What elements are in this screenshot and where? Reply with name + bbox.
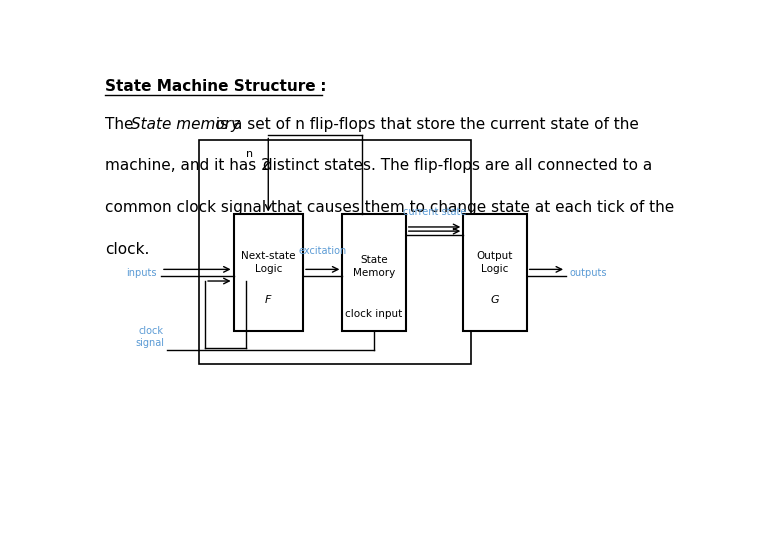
Text: :: :	[314, 79, 326, 94]
Text: n: n	[246, 149, 253, 159]
Text: State memory: State memory	[131, 117, 239, 132]
Text: Output: Output	[477, 251, 513, 261]
Text: F: F	[265, 295, 271, 305]
Text: clock.: clock.	[105, 241, 150, 256]
Bar	[463, 214, 526, 331]
Text: machine, and it has 2: machine, and it has 2	[105, 158, 271, 173]
Bar	[342, 214, 406, 331]
Text: is a set of n flip-flops that store the current state of the: is a set of n flip-flops that store the …	[211, 117, 638, 132]
Text: Logic: Logic	[481, 264, 509, 274]
Text: clock input: clock input	[346, 309, 402, 319]
Text: common clock signal that causes them to change state at each tick of the: common clock signal that causes them to …	[105, 200, 675, 215]
Text: Logic: Logic	[254, 264, 282, 274]
Bar	[233, 214, 303, 331]
Text: clock
signal: clock signal	[135, 326, 164, 348]
Text: distinct states. The flip-flops are all connected to a: distinct states. The flip-flops are all …	[257, 158, 652, 173]
Text: inputs: inputs	[126, 268, 156, 278]
Text: The: The	[105, 117, 139, 132]
Bar	[199, 140, 471, 364]
Text: outputs: outputs	[569, 268, 607, 278]
Text: G: G	[491, 295, 499, 305]
Text: State: State	[360, 255, 388, 265]
Text: current state: current state	[402, 207, 466, 217]
Text: State Machine Structure: State Machine Structure	[105, 79, 316, 94]
Text: Memory: Memory	[353, 268, 395, 278]
Text: excitation: excitation	[299, 246, 347, 256]
Text: Next-state: Next-state	[241, 251, 296, 261]
